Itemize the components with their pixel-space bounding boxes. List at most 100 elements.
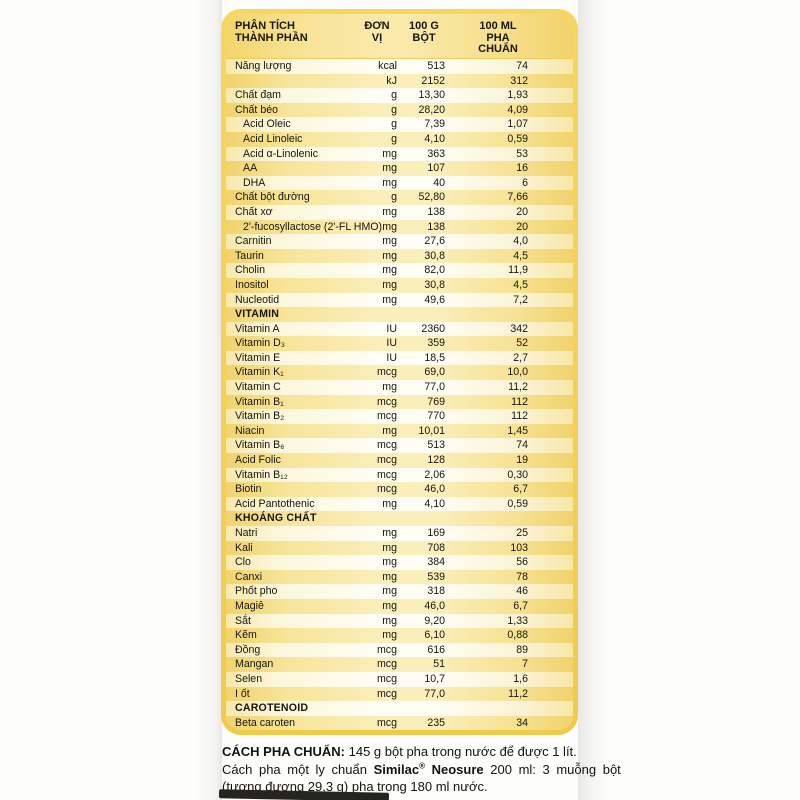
table-row: Acid α-Linolenic mg 363 53 [226, 146, 573, 162]
table-row: Biotin mcg 46,0 6,7 [226, 482, 573, 497]
cup-preparation-line: Cách pha một ly chuẩn Similac® Neosure 2… [222, 761, 621, 777]
table-row: kJ 2152 312 [226, 73, 573, 89]
can-edge-shade-left [194, 0, 222, 800]
nutrient-name: Vitamin E [235, 351, 281, 364]
value-per-100g: 6,10 [424, 629, 445, 642]
nutrient-name: Năng lượng [235, 60, 292, 72]
standard-preparation-line: CÁCH PHA CHUẨN: 145 g bột pha trong nước… [222, 744, 577, 759]
nutrient-name: Selen [235, 672, 263, 685]
value-per-100g: 169 [427, 527, 445, 539]
table-row: Vitamin D₃ IU 359 52 [226, 336, 573, 351]
nutrient-unit: g [391, 89, 397, 102]
value-per-100ml: 11,9 [508, 264, 528, 277]
nutrient-unit: mg [382, 614, 397, 627]
nutrition-table: PHÂN TÍCH THÀNH PHẦN ĐƠN VỊ 100 G BỘT 10… [221, 9, 578, 735]
value-per-100g: 770 [427, 410, 445, 423]
value-per-100ml: 56 [516, 556, 528, 569]
nutrient-unit: IU [386, 322, 397, 335]
nutrient-unit: mcg [376, 483, 397, 496]
table-row: Taurin mg 30,8 4,5 [226, 248, 573, 264]
value-per-100ml: 1,07 [507, 118, 528, 131]
value-per-100g: 235 [427, 716, 445, 729]
value-per-100g: 49,6 [424, 293, 445, 306]
nutrient-name: Cholin [235, 264, 266, 277]
header-per-100g: 100 G BỘT [409, 20, 439, 44]
table-row: Inositol mg 30,8 4,5 [226, 277, 573, 293]
value-per-100ml: 78 [516, 570, 528, 583]
value-per-100ml: 1,6 [513, 672, 528, 685]
value-per-100g: 539 [427, 570, 445, 583]
value-per-100g: 2152 [421, 74, 445, 87]
nutrient-name: Natri [235, 527, 258, 539]
value-per-100ml: 4,5 [513, 278, 528, 291]
table-row: Magiê mg 46,0 6,7 [226, 598, 573, 614]
value-per-100g: 27,6 [424, 235, 445, 248]
nutrient-unit: mg [382, 235, 397, 248]
nutrient-unit: mg [382, 556, 397, 569]
value-per-100ml: 0,59 [507, 132, 528, 145]
nutrient-name: Kali [235, 541, 253, 554]
nutrient-name: Biotin [235, 483, 262, 496]
table-row: Carnitin mg 27,6 4,0 [226, 234, 573, 249]
nutrition-table-inner: PHÂN TÍCH THÀNH PHẦN ĐƠN VỊ 100 G BỘT 10… [226, 14, 573, 730]
nutrient-name: Acid Linoleic [243, 132, 303, 145]
value-per-100ml: 112 [511, 410, 528, 423]
nutrient-name: Vitamin B₁ [235, 395, 284, 408]
nutrient-name: Vitamin D₃ [235, 337, 286, 350]
value-per-100ml: 53 [516, 147, 528, 160]
table-row: DHA mg 40 6 [226, 175, 573, 191]
nutrient-unit: mcg [376, 687, 397, 700]
table-row: Acid Folic mcg 128 19 [226, 453, 573, 468]
value-per-100g: 46,0 [424, 483, 445, 496]
nutrient-name: Niacin [235, 424, 265, 437]
table-row: Natri mg 169 25 [226, 526, 573, 541]
nutrient-name: Chất xơ [235, 205, 273, 218]
nutrient-name: Beta caroten [235, 716, 296, 729]
value-per-100ml: 7,66 [507, 191, 528, 204]
value-per-100ml: 7,2 [513, 293, 528, 306]
value-per-100ml: 0,59 [507, 497, 528, 510]
value-per-100g: 10,7 [424, 672, 445, 685]
nutrient-unit: mg [382, 264, 397, 277]
value-per-100g: 30,8 [424, 278, 445, 291]
table-row: 2'-fucosyllactose (2'-FL HMO) mg 138 20 [226, 219, 573, 235]
value-per-100ml: 2,7 [513, 351, 528, 364]
value-per-100g: 77,0 [424, 687, 445, 700]
nutrient-name: Acid α-Linolenic [243, 147, 319, 160]
nutrient-name: Vitamin B₁₂ [235, 468, 288, 481]
table-row: Vitamin B₁ mcg 769 112 [226, 394, 573, 410]
value-per-100ml: 74 [516, 439, 528, 452]
table-row: Vitamin A IU 2360 342 [226, 321, 573, 337]
table-row: Phốt pho mg 318 46 [226, 584, 573, 599]
nutrient-unit: mg [382, 599, 397, 612]
value-per-100ml: 4,09 [507, 103, 528, 116]
nutrient-unit: mcg [376, 439, 397, 452]
value-per-100g: 2360 [421, 322, 445, 335]
brand-name: Similac® Neosure [373, 761, 484, 777]
table-row: Chất đạm g 13,30 1,93 [226, 88, 573, 103]
table-row: Sắt mg 9,20 1,33 [226, 613, 573, 629]
value-per-100ml: 103 [510, 541, 528, 554]
value-per-100g: 107 [427, 162, 445, 175]
table-row: Nucleotid mg 49,6 7,2 [226, 292, 573, 308]
value-per-100g: 318 [427, 585, 445, 598]
nutrient-unit: kJ [386, 74, 397, 87]
table-row: I ốt mcg 77,0 11,2 [226, 686, 573, 702]
value-per-100ml: 34 [516, 716, 528, 729]
value-per-100g: 77,0 [424, 381, 445, 394]
nutrient-unit: mcg [376, 716, 397, 729]
nutrient-name: Magiê [235, 599, 264, 612]
nutrient-name: AA [243, 162, 258, 175]
value-per-100g: 138 [427, 220, 445, 233]
value-per-100g: 513 [427, 439, 445, 452]
nutrient-unit: mg [382, 220, 397, 233]
value-per-100g: 7,39 [424, 118, 445, 131]
table-row: Kali mg 708 103 [226, 540, 573, 556]
nutrient-name: 2'-fucosyllactose (2'-FL HMO) [243, 220, 383, 233]
nutrient-name: Vitamin K₁ [235, 366, 284, 379]
table-row: Chất béo g 28,20 4,09 [226, 102, 573, 118]
nutrient-unit: IU [386, 351, 397, 364]
value-per-100ml: 52 [516, 337, 528, 350]
value-per-100g: 40 [433, 176, 445, 189]
